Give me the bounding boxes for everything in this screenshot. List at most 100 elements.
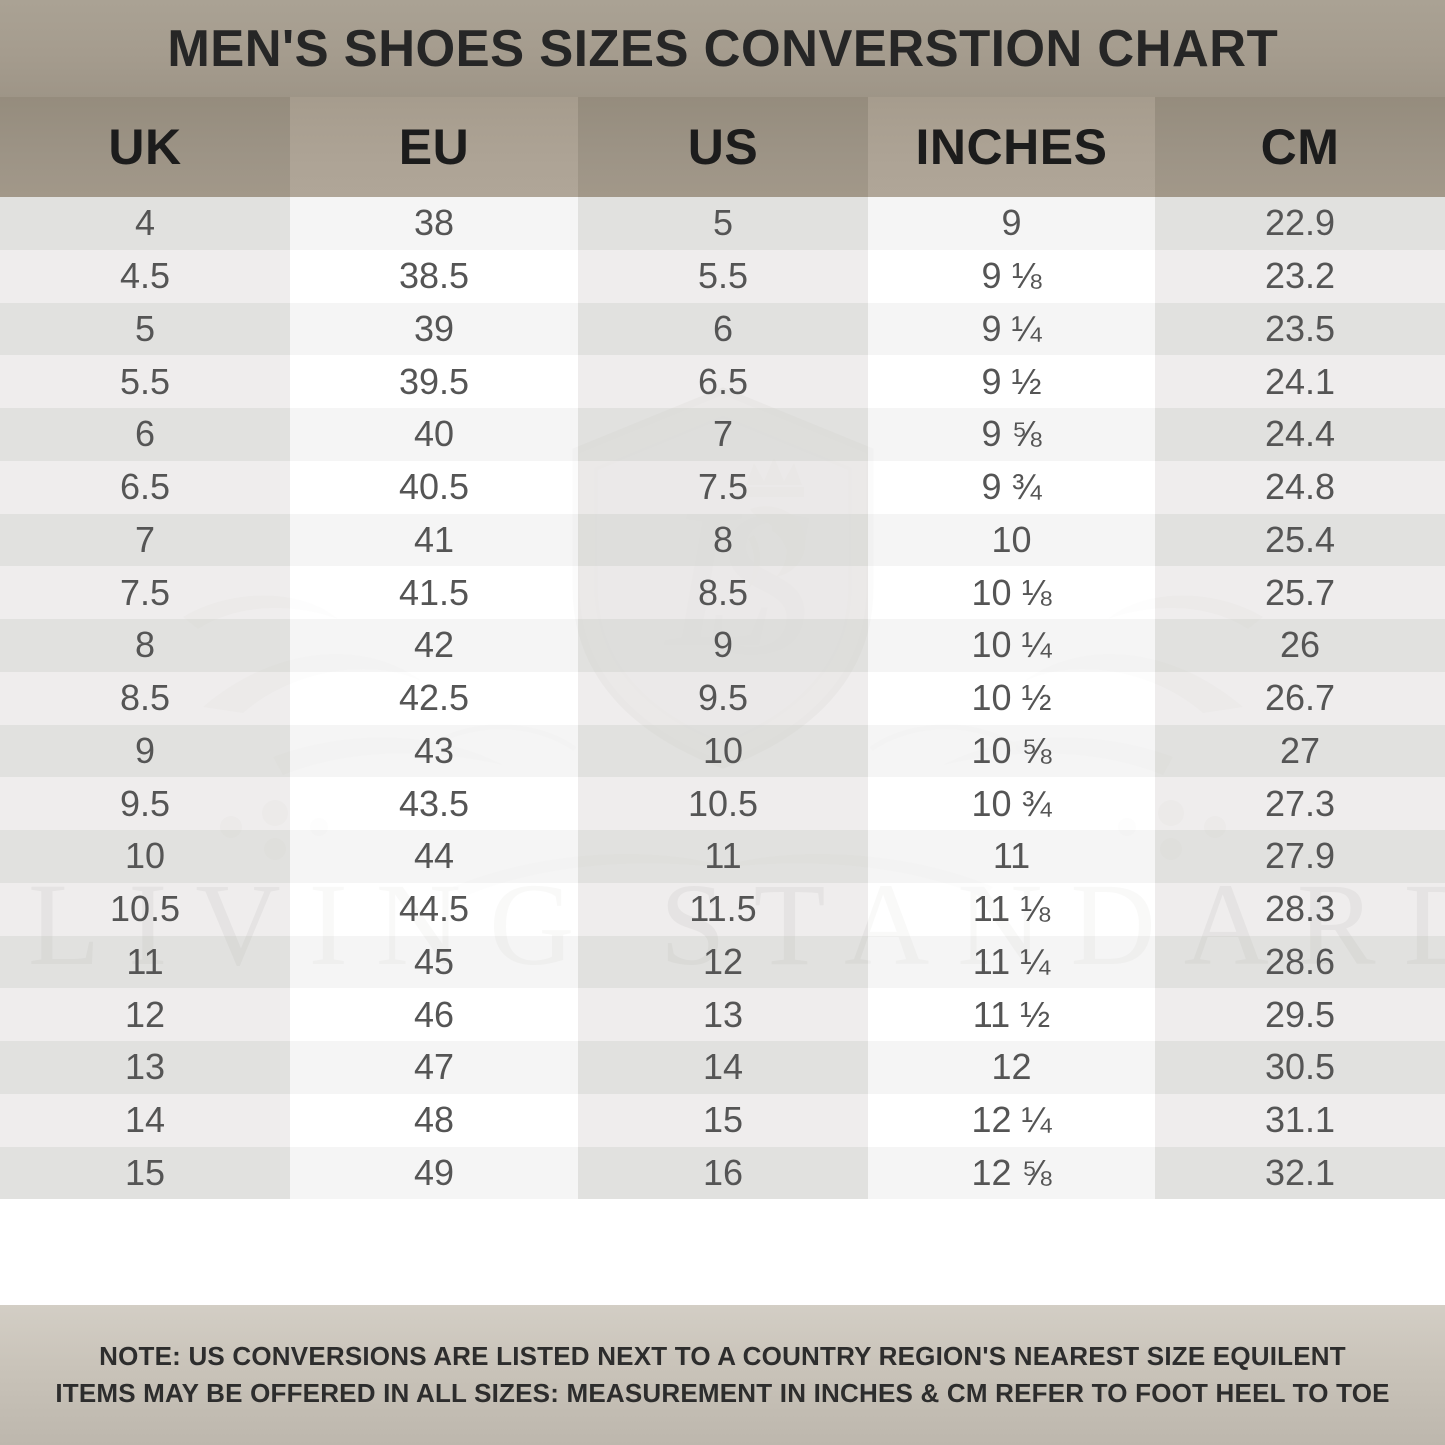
- table-row: 12 46 13 11 ½ 29.5: [0, 988, 1445, 1041]
- cell-eu: 46: [290, 988, 578, 1041]
- column-header-us: US: [578, 97, 868, 197]
- cell-cm: 25.7: [1155, 566, 1445, 619]
- cell-eu: 39.5: [290, 355, 578, 408]
- footer-note-line-1: NOTE: US CONVERSIONS ARE LISTED NEXT TO …: [99, 1338, 1346, 1375]
- cell-inches: 11 ½: [868, 988, 1155, 1041]
- footer-note: NOTE: US CONVERSIONS ARE LISTED NEXT TO …: [0, 1305, 1445, 1445]
- footer-note-line-1-rest: US CONVERSIONS ARE LISTED NEXT TO A COUN…: [181, 1341, 1346, 1372]
- cell-uk: 6.5: [0, 460, 290, 514]
- cell-inches: 10: [868, 513, 1155, 567]
- column-header-uk: UK: [0, 97, 290, 197]
- cell-inches: 9: [868, 197, 1155, 250]
- cell-us: 15: [578, 1093, 868, 1147]
- cell-eu: 38.5: [290, 249, 578, 303]
- cell-cm: 25.4: [1155, 513, 1445, 567]
- cell-cm: 24.4: [1155, 408, 1445, 461]
- cell-inches: 10 ¼: [868, 619, 1155, 672]
- cell-eu: 44.5: [290, 882, 578, 936]
- table-row: 13 47 14 12 30.5: [0, 1041, 1445, 1094]
- cell-uk: 13: [0, 1041, 290, 1094]
- cell-us: 9: [578, 619, 868, 672]
- cell-inches: 10 ⅛: [868, 566, 1155, 619]
- cell-cm: 24.1: [1155, 355, 1445, 408]
- table-row: 9 43 10 10 ⅝ 27: [0, 724, 1445, 778]
- cell-cm: 29.5: [1155, 988, 1445, 1041]
- cell-inches: 12: [868, 1041, 1155, 1094]
- cell-uk: 10: [0, 830, 290, 883]
- cell-uk: 12: [0, 988, 290, 1041]
- cell-uk: 5.5: [0, 355, 290, 408]
- cell-us: 9.5: [578, 671, 868, 725]
- cell-inches: 9 ¾: [868, 460, 1155, 514]
- column-header-cm: CM: [1155, 97, 1445, 197]
- cell-cm: 23.5: [1155, 302, 1445, 356]
- cell-inches: 9 ½: [868, 355, 1155, 408]
- cell-us: 6.5: [578, 355, 868, 408]
- cell-eu: 48: [290, 1093, 578, 1147]
- size-table-body: 4 38 5 9 22.9 4.5 38.5 5.5 9 ⅛ 23.2 5 39 6 9 ¼ 23.5 5.5…: [0, 197, 1445, 1305]
- cell-cm: 31.1: [1155, 1093, 1445, 1147]
- cell-uk: 5: [0, 302, 290, 356]
- cell-us: 10.5: [578, 777, 868, 830]
- cell-inches: 9 ¼: [868, 302, 1155, 356]
- cell-cm: 27: [1155, 724, 1445, 778]
- cell-us: 7: [578, 408, 868, 461]
- cell-cm: 23.2: [1155, 249, 1445, 303]
- cell-inches: 10 ⅝: [868, 724, 1155, 778]
- table-row: 5 39 6 9 ¼ 23.5: [0, 302, 1445, 356]
- cell-us: 7.5: [578, 460, 868, 514]
- table-row: 7 41 8 10 25.4: [0, 513, 1445, 567]
- cell-cm: 26: [1155, 619, 1445, 672]
- cell-eu: 40.5: [290, 460, 578, 514]
- cell-us: 5: [578, 197, 868, 250]
- cell-eu: 39: [290, 302, 578, 356]
- cell-cm: 24.8: [1155, 460, 1445, 514]
- table-row: 8.5 42.5 9.5 10 ½ 26.7: [0, 671, 1445, 725]
- cell-uk: 7: [0, 513, 290, 567]
- cell-inches: 12 ¼: [868, 1093, 1155, 1147]
- cell-uk: 6: [0, 408, 290, 461]
- cell-us: 5.5: [578, 249, 868, 303]
- cell-uk: 11: [0, 935, 290, 989]
- column-header-eu: EU: [290, 97, 578, 197]
- cell-us: 8.5: [578, 566, 868, 619]
- cell-cm: 32.1: [1155, 1146, 1445, 1200]
- cell-uk: 8.5: [0, 671, 290, 725]
- table-header-row: UK EU US INCHES CM: [0, 97, 1445, 197]
- cell-inches: 10 ¾: [868, 777, 1155, 830]
- table-row: 10.5 44.5 11.5 11 ⅛ 28.3: [0, 882, 1445, 936]
- cell-us: 8: [578, 513, 868, 567]
- table-row: 14 48 15 12 ¼ 31.1: [0, 1093, 1445, 1147]
- cell-uk: 15: [0, 1146, 290, 1200]
- cell-cm: 26.7: [1155, 671, 1445, 725]
- table-row: 10 44 11 11 27.9: [0, 830, 1445, 883]
- cell-inches: 11: [868, 830, 1155, 883]
- table-row: 7.5 41.5 8.5 10 ⅛ 25.7: [0, 566, 1445, 619]
- cell-us: 14: [578, 1041, 868, 1094]
- cell-uk: 7.5: [0, 566, 290, 619]
- page-title: MEN'S SHOES SIZES CONVERSTION CHART: [167, 19, 1278, 78]
- cell-us: 10: [578, 724, 868, 778]
- cell-inches: 9 ⅛: [868, 249, 1155, 303]
- table-row: 6.5 40.5 7.5 9 ¾ 24.8: [0, 460, 1445, 514]
- table-row: 15 49 16 12 ⅝ 32.1: [0, 1146, 1445, 1200]
- cell-inches: 9 ⅝: [868, 408, 1155, 461]
- footer-note-label: NOTE:: [99, 1341, 182, 1372]
- cell-cm: 27.9: [1155, 830, 1445, 883]
- table-row: 6 40 7 9 ⅝ 24.4: [0, 408, 1445, 461]
- title-bar: MEN'S SHOES SIZES CONVERSTION CHART: [0, 0, 1445, 97]
- cell-uk: 10.5: [0, 882, 290, 936]
- cell-eu: 41: [290, 513, 578, 567]
- cell-inches: 12 ⅝: [868, 1146, 1155, 1200]
- cell-uk: 9: [0, 724, 290, 778]
- cell-eu: 41.5: [290, 566, 578, 619]
- cell-us: 12: [578, 935, 868, 989]
- cell-uk: 4.5: [0, 249, 290, 303]
- cell-eu: 47: [290, 1041, 578, 1094]
- cell-eu: 42.5: [290, 671, 578, 725]
- cell-eu: 43: [290, 724, 578, 778]
- cell-inches: 11 ¼: [868, 935, 1155, 989]
- table-row: 5.5 39.5 6.5 9 ½ 24.1: [0, 355, 1445, 408]
- cell-inches: 11 ⅛: [868, 882, 1155, 936]
